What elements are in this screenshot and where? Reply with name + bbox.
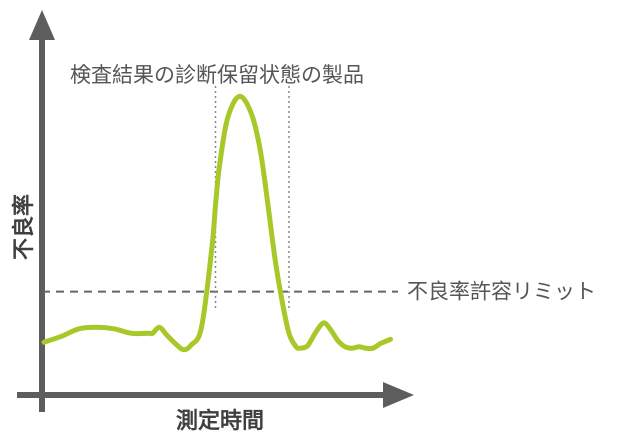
threshold-label: 不良率許容リミット bbox=[407, 280, 596, 304]
y-axis-title: 不良率 bbox=[11, 194, 37, 260]
x-axis-title: 測定時間 bbox=[176, 408, 264, 434]
y-axis-arrow-icon bbox=[29, 10, 55, 40]
hold-region-label: 検査結果の診断保留状態の製品 bbox=[70, 63, 364, 87]
defect-rate-series-line bbox=[41, 93, 393, 353]
x-axis-arrow-icon bbox=[383, 382, 414, 408]
